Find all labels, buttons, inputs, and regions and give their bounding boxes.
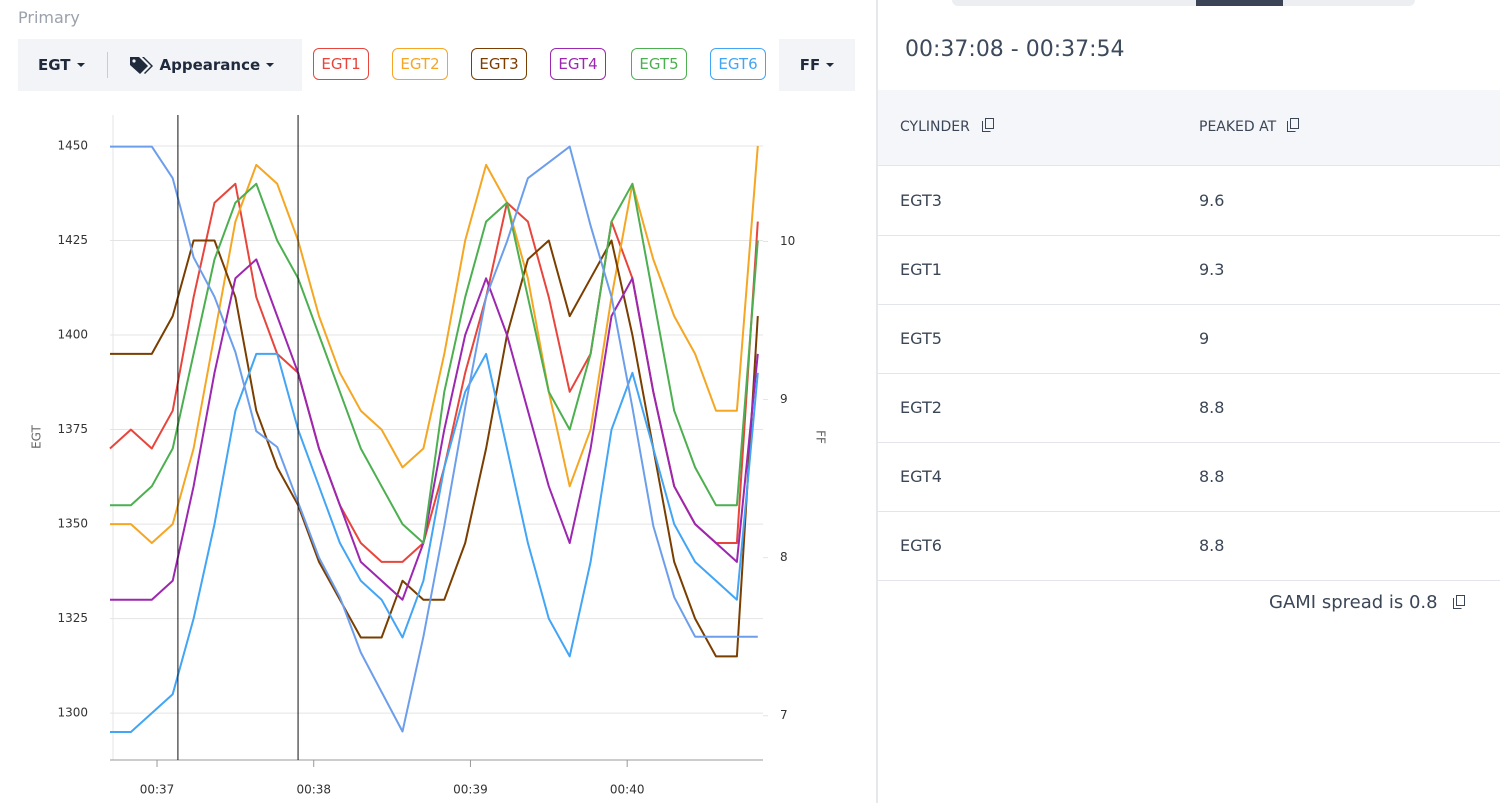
cell: 9.6 [1199,191,1225,210]
time-range: 00:37:08 - 00:37:54 [905,37,1125,62]
y2-axis-label: FF [814,430,828,444]
divider [106,52,108,78]
series-line [110,145,759,544]
cell: EGT3 [900,191,942,210]
y2-tick-label: 9 [780,392,788,406]
series-line [110,258,759,601]
column-header: CYLINDER [900,119,970,135]
segment-active[interactable] [1196,0,1283,6]
y-tick-label: 1400 [57,328,88,342]
cell: EGT6 [900,536,942,555]
y-axis-label: EGT [30,424,44,448]
y-tick-label: 1325 [57,611,88,625]
series-line [110,182,759,544]
copy-icon[interactable] [1287,118,1299,132]
legend-chip[interactable]: EGT4 [550,48,606,80]
panel-label: Primary [18,8,80,27]
dropdown-label: FF [799,56,821,74]
x-tick-label: 00:37 [140,783,175,797]
table-row: EGT3 9.6 [878,166,1500,236]
panel-divider [876,0,878,803]
cell: EGT2 [900,398,942,417]
series-line [110,352,759,733]
legend-chip[interactable]: EGT5 [631,48,687,80]
table-row: EGT1 9.3 [878,235,1500,305]
toolbar: EGT Appearance [18,39,302,91]
legend-chip[interactable]: EGT6 [710,48,766,80]
legend-chip[interactable]: EGT1 [313,48,369,80]
cell: 8.8 [1199,398,1225,417]
x-tick-label: 00:38 [296,783,331,797]
cell: 9.3 [1199,260,1225,279]
legend-chip[interactable]: EGT2 [392,48,448,80]
tag-icon [129,57,153,74]
chart: 1300 1325 1350 1375 1400 1425 1450 7 8 9 10 00:37 00… [30,115,828,797]
y2-tick-label: 10 [780,234,795,248]
dropdown[interactable]: FF [800,56,835,74]
x-tick-label: 00:39 [453,783,488,797]
cell: 8.8 [1199,467,1225,486]
y-tick-label: 1375 [57,422,88,436]
y-tick-label: 1450 [57,139,88,153]
y-tick-label: 1300 [57,706,88,720]
x-tick-label: 00:40 [610,783,645,797]
cell: EGT4 [900,467,942,486]
table-header: CYLINDER PEAKED AT [878,90,1500,166]
dropdown[interactable]: EGT [38,56,85,74]
appearance-label: Appearance [159,56,261,74]
table-row: EGT6 8.8 [878,511,1500,581]
table-row: EGT4 8.8 [878,442,1500,512]
cell: 8.8 [1199,536,1225,555]
column-header: PEAKED AT [1199,119,1277,135]
y-tick-label: 1425 [57,233,88,247]
copy-icon[interactable] [982,118,994,132]
toolbar: FF [779,39,855,91]
cell: 9 [1199,329,1210,348]
y2-tick-label: 7 [780,708,788,722]
cell: EGT1 [900,260,942,279]
appearance-button[interactable]: Appearance [128,55,275,75]
series-line [110,239,759,658]
gami-note: GAMI spread is 0.8 [1269,592,1438,613]
y2-tick-label: 8 [780,550,788,564]
legend-chip[interactable]: EGT3 [471,48,527,80]
segmented-control[interactable] [952,0,1415,6]
table-row: EGT5 9 [878,304,1500,374]
series-line [110,145,758,733]
copy-icon[interactable] [1453,595,1465,609]
cell: EGT5 [900,329,942,348]
dropdown-label: EGT [38,56,71,74]
table-row: EGT2 8.8 [878,373,1500,443]
y-tick-label: 1350 [57,517,88,531]
